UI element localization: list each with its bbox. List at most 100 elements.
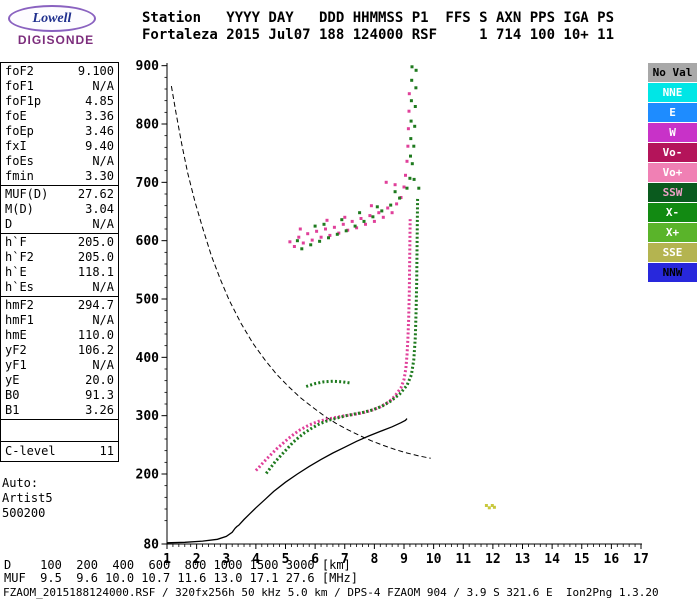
file-info-line: FZAOM_2015188124000.RSF / 320fx256h 50 k… <box>3 586 659 599</box>
y-tick-label: 600 <box>136 234 160 249</box>
second-hop-o-mode <box>288 92 411 248</box>
param-group: hmF2 294.7 hmF1 N/A hmE 110.0 yF2 106.2 yF1 N/A yE… <box>1 297 118 420</box>
table-spacer <box>1 420 118 442</box>
auto-scaling-line: Auto: <box>2 476 39 490</box>
param-label: yE <box>5 373 20 387</box>
x-tick-label: 3 <box>222 552 230 567</box>
param-value: 20.0 <box>85 373 114 387</box>
param-value: 4.85 <box>85 94 114 108</box>
x-tick-label: 9 <box>400 552 408 567</box>
param-value: N/A <box>92 154 114 168</box>
x-tick-label: 17 <box>633 552 649 567</box>
param-value: 9.100 <box>77 64 114 78</box>
param-value: N/A <box>92 79 114 93</box>
param-row: foEp 3.46 <box>1 124 118 139</box>
param-row: foF2 9.100 <box>1 64 118 79</box>
param-value: 205.0 <box>77 250 114 264</box>
param-value: 110.0 <box>77 328 114 342</box>
param-label: h`Es <box>5 280 34 294</box>
x-tick-label: 11 <box>455 552 471 567</box>
param-row: hmF2 294.7 <box>1 298 118 313</box>
legend-item-w: W <box>648 123 697 142</box>
x-tick-label: 15 <box>574 552 590 567</box>
y-tick-label: 400 <box>136 351 160 366</box>
param-row: M(D) 3.04 <box>1 202 118 217</box>
param-row: h`Es N/A <box>1 280 118 295</box>
param-label: yF2 <box>5 343 27 357</box>
param-label: M(D) <box>5 202 34 216</box>
parameter-table: foF2 9.100 foF1 N/A foF1p 4.85 foE 3.36 foEp 3.46… <box>0 62 119 462</box>
param-label: h`E <box>5 265 27 279</box>
x-tick-label: 12 <box>485 552 501 567</box>
param-value: N/A <box>92 280 114 294</box>
param-row: fmin 3.30 <box>1 169 118 184</box>
param-value: N/A <box>92 217 114 231</box>
param-group: h`F 205.0 h`F2 205.0 h`E 118.1 h`Es N/A <box>1 234 118 297</box>
param-label: foE <box>5 109 27 123</box>
confidence-level-group: C-level 11 <box>1 442 118 461</box>
d-muf-table: D 100 200 400 600 800 1000 1500 3000 [km… <box>4 558 359 585</box>
legend-item-x+: X+ <box>648 223 697 242</box>
param-value: 3.30 <box>85 169 114 183</box>
station-header: Station YYYY DAY DDD HHMMSS P1 FFS S AXN… <box>142 10 615 43</box>
f2-x-mode-trace <box>265 196 420 475</box>
param-value: 11 <box>99 444 114 458</box>
legend-item-nnw: NNW <box>648 263 697 282</box>
legend-item-sse: SSE <box>648 243 697 262</box>
param-value: N/A <box>92 358 114 372</box>
x-tick-label: 16 <box>604 552 620 567</box>
param-label: foEp <box>5 124 34 138</box>
param-label: foF2 <box>5 64 34 78</box>
param-label: B0 <box>5 388 20 402</box>
param-row: foF1 N/A <box>1 79 118 94</box>
param-row: foEs N/A <box>1 154 118 169</box>
legend-item-x-: X- <box>648 203 697 222</box>
param-value: 3.04 <box>85 202 114 216</box>
x-mode-upper-segment <box>305 379 351 388</box>
y-tick-label: 80 <box>143 538 159 553</box>
parameter-panel: foF2 9.100 foF1 N/A foF1p 4.85 foE 3.36 foEp 3.46… <box>0 62 119 521</box>
param-value: 27.62 <box>77 187 114 201</box>
y-tick-label: 200 <box>136 468 160 483</box>
x-tick-label: 10 <box>426 552 442 567</box>
legend-item-nne: NNE <box>648 83 697 102</box>
y-tick-label: 800 <box>136 118 160 133</box>
param-row: foE 3.36 <box>1 109 118 124</box>
param-value: 3.36 <box>85 109 114 123</box>
param-value: 3.46 <box>85 124 114 138</box>
param-value: 294.7 <box>77 298 114 312</box>
true-height-profile <box>166 418 408 544</box>
param-label: MUF(D) <box>5 187 49 201</box>
param-value: 91.3 <box>85 388 114 402</box>
param-row: h`F2 205.0 <box>1 250 118 265</box>
echo-direction-legend: No Val NNE E W Vo- Vo+ SSW X- X+ SSE NNW <box>648 63 697 283</box>
param-row: yF2 106.2 <box>1 343 118 358</box>
param-row: yF1 N/A <box>1 358 118 373</box>
param-row: hmF1 N/A <box>1 313 118 328</box>
x-tick-label: 5 <box>282 552 290 567</box>
param-label: h`F2 <box>5 250 34 264</box>
param-group: foF2 9.100 foF1 N/A foF1p 4.85 foE 3.36 foEp 3.46… <box>1 63 118 186</box>
param-row: MUF(D) 27.62 <box>1 187 118 202</box>
x-tick-label: 14 <box>544 552 560 567</box>
param-row: B1 3.26 <box>1 403 118 418</box>
lowell-brand-text: Lowell <box>32 10 72 26</box>
param-label: foEs <box>5 154 34 168</box>
param-label: h`F <box>5 235 27 249</box>
param-row: B0 91.3 <box>1 388 118 403</box>
param-label: D <box>5 217 13 231</box>
f2-o-mode-trace-vo+- <box>254 217 412 472</box>
param-label: foF1p <box>5 94 42 108</box>
param-label: C-level <box>5 444 56 458</box>
param-row: C-level 11 <box>1 444 118 459</box>
param-label: yF1 <box>5 358 27 372</box>
x-tick-label: 6 <box>311 552 319 567</box>
param-group: MUF(D) 27.62 M(D) 3.04 D N/A <box>1 186 118 234</box>
param-label: hmF1 <box>5 313 34 327</box>
param-row: h`E 118.1 <box>1 265 118 280</box>
x-tick-label: 1 <box>163 552 171 567</box>
legend-item-ssw: SSW <box>648 183 697 202</box>
param-label: hmF2 <box>5 298 34 312</box>
